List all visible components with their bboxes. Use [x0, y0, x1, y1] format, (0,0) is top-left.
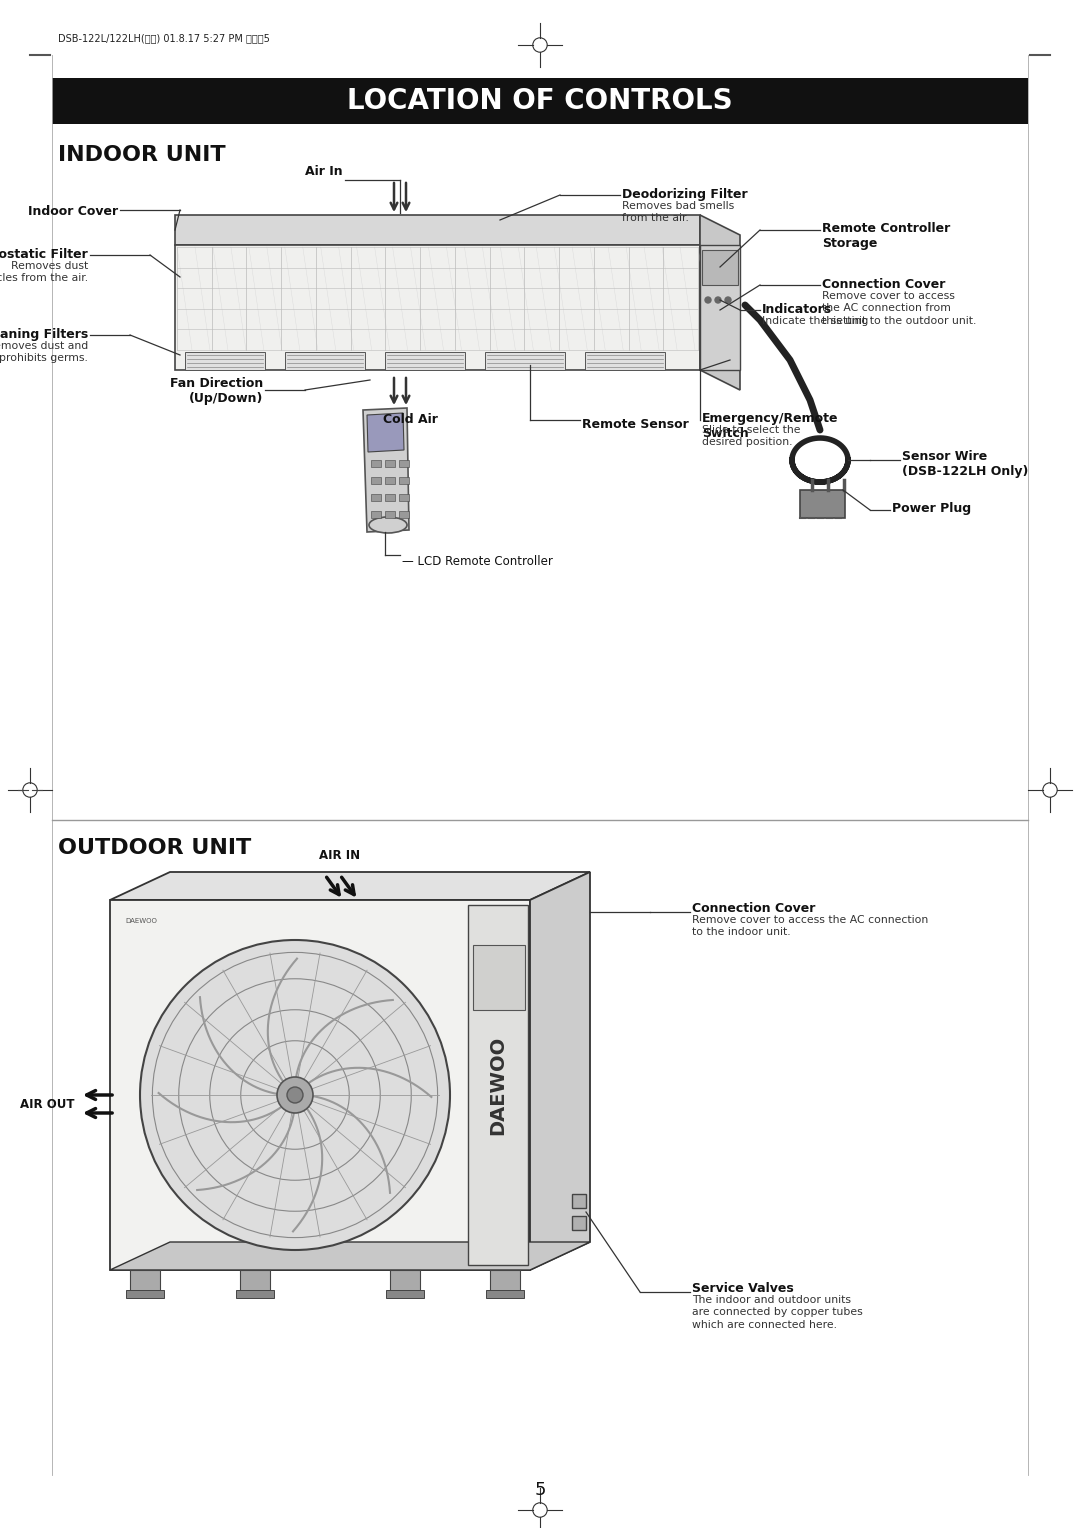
Bar: [390, 1270, 420, 1293]
Polygon shape: [530, 872, 590, 1270]
Text: — LCD Remote Controller: — LCD Remote Controller: [402, 555, 553, 568]
Text: Removes bad smells
from the air.: Removes bad smells from the air.: [622, 200, 734, 223]
Bar: [285, 351, 365, 370]
Text: Cold Air: Cold Air: [382, 413, 437, 426]
Text: Removes dust
particles from the air.: Removes dust particles from the air.: [0, 261, 87, 283]
Ellipse shape: [369, 516, 407, 533]
Text: Indicators: Indicators: [762, 303, 832, 316]
Polygon shape: [175, 215, 700, 244]
Bar: [572, 1193, 586, 1209]
Bar: [372, 510, 381, 518]
Text: Remote Controller
Storage: Remote Controller Storage: [822, 222, 950, 251]
Bar: [399, 494, 409, 501]
Text: Connection Cover: Connection Cover: [692, 902, 815, 915]
Text: Deodorizing Filter: Deodorizing Filter: [622, 188, 747, 202]
Text: Power Plug: Power Plug: [892, 503, 971, 515]
Text: Service Valves: Service Valves: [692, 1282, 794, 1296]
Bar: [399, 510, 409, 518]
Bar: [800, 490, 845, 518]
Bar: [372, 494, 381, 501]
Bar: [384, 477, 395, 484]
Text: Air Cleaning Filters: Air Cleaning Filters: [0, 329, 87, 341]
Bar: [386, 1290, 424, 1297]
Polygon shape: [175, 244, 700, 370]
Text: OUTDOOR UNIT: OUTDOOR UNIT: [58, 837, 252, 859]
Text: Remove cover to access the AC connection
to the indoor unit.: Remove cover to access the AC connection…: [692, 915, 928, 937]
Text: The indoor and outdoor units
are connected by copper tubes
which are connected h: The indoor and outdoor units are connect…: [692, 1294, 863, 1331]
Text: 5: 5: [535, 1481, 545, 1499]
Polygon shape: [367, 413, 404, 452]
Circle shape: [715, 296, 721, 303]
Polygon shape: [700, 215, 740, 390]
Text: Remove cover to access
the AC connection from
this unit to the outdoor unit.: Remove cover to access the AC connection…: [822, 290, 976, 325]
Bar: [485, 351, 565, 370]
Bar: [399, 460, 409, 468]
Bar: [372, 460, 381, 468]
Circle shape: [140, 940, 450, 1250]
Circle shape: [705, 296, 711, 303]
Text: LOCATION OF CONTROLS: LOCATION OF CONTROLS: [347, 87, 733, 115]
Bar: [384, 494, 395, 501]
Bar: [490, 1270, 519, 1293]
Text: Sensor Wire
(DSB-122LH Only): Sensor Wire (DSB-122LH Only): [902, 451, 1028, 478]
Bar: [185, 351, 265, 370]
Bar: [702, 251, 738, 286]
Bar: [384, 510, 395, 518]
Circle shape: [276, 1077, 313, 1112]
Bar: [126, 1290, 164, 1297]
Bar: [468, 905, 528, 1265]
Bar: [237, 1290, 274, 1297]
Text: Electrostatic Filter: Electrostatic Filter: [0, 248, 87, 261]
Bar: [52, 78, 1028, 124]
Text: AIR OUT: AIR OUT: [21, 1097, 75, 1111]
Bar: [130, 1270, 160, 1293]
Text: Fan Direction
(Up/Down): Fan Direction (Up/Down): [170, 377, 264, 405]
Circle shape: [725, 296, 731, 303]
Bar: [700, 244, 740, 370]
Text: Indicate the setting: Indicate the setting: [762, 316, 868, 325]
Text: Air In: Air In: [306, 165, 343, 177]
Bar: [372, 477, 381, 484]
Polygon shape: [363, 408, 409, 532]
Bar: [399, 477, 409, 484]
Bar: [473, 944, 525, 1010]
Text: Remote Sensor: Remote Sensor: [582, 419, 689, 431]
Bar: [585, 351, 665, 370]
Text: Connection Cover: Connection Cover: [822, 278, 945, 290]
Text: DSB-122L/122LH(영어) 01.8.17 5:27 PM 페이지5: DSB-122L/122LH(영어) 01.8.17 5:27 PM 페이지5: [58, 34, 270, 43]
Bar: [384, 460, 395, 468]
Text: DAEWOO: DAEWOO: [488, 1036, 508, 1135]
Polygon shape: [110, 872, 590, 900]
Text: Removes dust and
prohibits germs.: Removes dust and prohibits germs.: [0, 341, 87, 364]
Polygon shape: [110, 1242, 590, 1270]
Circle shape: [287, 1086, 303, 1103]
Text: AIR IN: AIR IN: [320, 850, 361, 862]
Text: Slide to select the
desired position.: Slide to select the desired position.: [702, 425, 800, 448]
Text: Emergency/Remote
Switch: Emergency/Remote Switch: [702, 413, 838, 440]
Polygon shape: [110, 900, 530, 1270]
Bar: [384, 351, 465, 370]
Bar: [572, 1216, 586, 1230]
Bar: [486, 1290, 524, 1297]
Text: Indoor Cover: Indoor Cover: [28, 205, 118, 219]
Text: DAEWOO: DAEWOO: [125, 918, 157, 924]
Text: INDOOR UNIT: INDOOR UNIT: [58, 145, 226, 165]
Bar: [240, 1270, 270, 1293]
